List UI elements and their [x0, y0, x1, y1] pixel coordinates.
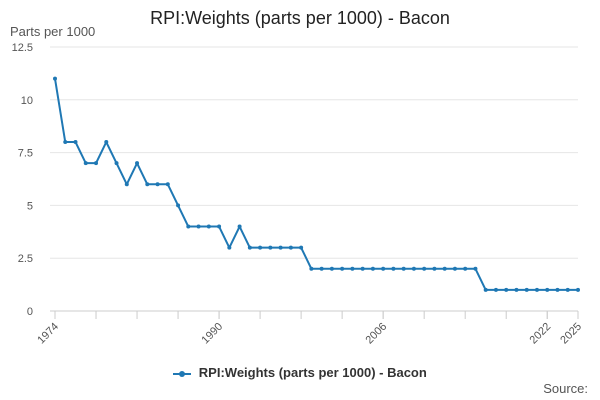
- data-point: [534, 287, 539, 292]
- data-point: [247, 245, 252, 250]
- data-point: [217, 224, 222, 229]
- data-point: [432, 266, 437, 271]
- data-point: [227, 245, 232, 250]
- series-line: [54, 78, 578, 291]
- data-point: [73, 140, 78, 145]
- y-axis-label: Parts per 1000: [10, 24, 96, 39]
- data-point: [370, 266, 375, 271]
- y-tick-label: 0: [27, 306, 33, 318]
- data-point: [401, 266, 406, 271]
- data-point: [63, 140, 68, 145]
- data-point: [94, 161, 99, 166]
- data-point: [350, 266, 355, 271]
- data-point: [442, 266, 447, 271]
- data-point: [514, 287, 519, 292]
- data-point: [104, 140, 109, 145]
- data-point: [565, 287, 570, 292]
- x-tick-label: 1974: [35, 321, 61, 347]
- data-point: [493, 287, 498, 292]
- data-point: [288, 245, 293, 250]
- data-point: [53, 76, 57, 81]
- data-point: [381, 266, 386, 271]
- data-point: [165, 182, 170, 187]
- data-point: [124, 182, 129, 187]
- x-tick-label: 2025: [558, 321, 584, 347]
- data-point: [329, 266, 334, 271]
- y-tick-label: 12.5: [12, 42, 33, 54]
- data-point: [504, 287, 509, 292]
- data-point: [473, 266, 478, 271]
- data-point: [135, 161, 140, 166]
- data-point: [463, 266, 468, 271]
- data-point: [268, 245, 273, 250]
- data-point: [258, 245, 263, 250]
- data-point: [155, 182, 160, 187]
- chart-title: RPI:Weights (parts per 1000) - Bacon: [150, 8, 450, 28]
- data-point: [145, 182, 150, 187]
- data-point: [411, 266, 416, 271]
- data-point: [114, 161, 119, 166]
- data-point: [391, 266, 396, 271]
- data-point: [422, 266, 427, 271]
- data-point: [196, 224, 201, 229]
- data-point: [309, 266, 314, 271]
- data-point: [340, 266, 345, 271]
- y-tick-label: 5: [27, 200, 33, 212]
- data-point: [576, 287, 580, 292]
- x-tick-label: 1990: [199, 321, 225, 347]
- y-tick-label: 10: [21, 95, 33, 107]
- data-point: [555, 287, 560, 292]
- data-point: [278, 245, 283, 250]
- source-label: Source:: [543, 381, 588, 396]
- data-point: [83, 161, 88, 166]
- data-point: [360, 266, 365, 271]
- legend-swatch: [173, 370, 192, 377]
- data-point: [319, 266, 324, 271]
- legend[interactable]: RPI:Weights (parts per 1000) - Bacon: [0, 365, 600, 380]
- y-tick-label: 2.5: [18, 253, 33, 265]
- data-point: [299, 245, 304, 250]
- data-point: [483, 287, 488, 292]
- y-tick-label: 7.5: [18, 148, 33, 160]
- data-point: [206, 224, 211, 229]
- data-point: [186, 224, 191, 229]
- data-point: [545, 287, 550, 292]
- data-point: [176, 203, 181, 208]
- data-point: [524, 287, 529, 292]
- data-point: [237, 224, 242, 229]
- x-tick-label: 2006: [363, 321, 389, 347]
- data-point: [452, 266, 457, 271]
- x-tick-label: 2022: [528, 321, 554, 347]
- legend-label: RPI:Weights (parts per 1000) - Bacon: [198, 365, 427, 380]
